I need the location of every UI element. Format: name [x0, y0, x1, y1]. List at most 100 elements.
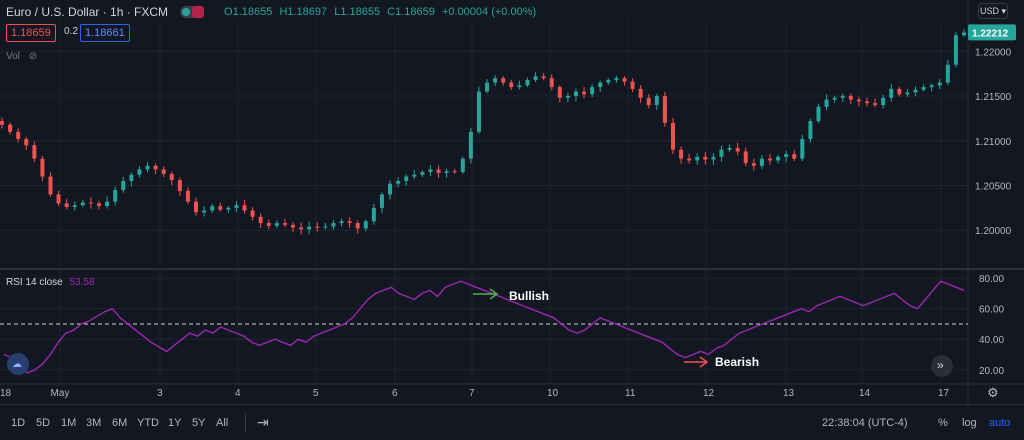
volume-label: Vol	[6, 51, 20, 62]
candle-body	[630, 81, 635, 89]
logo-button[interactable]: ☁	[7, 353, 29, 375]
candle-body	[8, 124, 13, 132]
price-tick-label: 1.22000	[975, 47, 1012, 58]
candle-body	[719, 149, 724, 157]
rsi-value: 53.58	[69, 277, 95, 288]
ohlc-values: O1.18655 H1.18697 L1.18655 C1.18659 +0.0…	[224, 6, 540, 18]
candle-body	[913, 89, 918, 93]
toolbar-divider	[245, 413, 246, 433]
candle-body	[743, 151, 748, 164]
range-button-1d[interactable]: 1D	[11, 417, 26, 429]
time-tick-label: 5	[313, 388, 319, 399]
percent-toggle[interactable]: %	[938, 417, 948, 429]
currency-selector[interactable]: USD ▾	[978, 3, 1008, 19]
bullish-label: Bullish	[509, 289, 549, 303]
rsi-label: RSI 14 close	[6, 277, 63, 288]
price-tick-label: 1.20500	[975, 181, 1012, 192]
flag-icon	[192, 6, 205, 18]
candle-body	[388, 183, 393, 195]
range-button-1y[interactable]: 1Y	[168, 417, 182, 429]
candle-body	[194, 201, 199, 213]
time-tick-label: 10	[547, 388, 559, 399]
candle-body	[355, 223, 360, 229]
range-button-5d[interactable]: 5D	[36, 417, 51, 429]
range-button-ytd[interactable]: YTD	[137, 417, 159, 429]
scroll-to-realtime-button[interactable]: »	[931, 355, 953, 377]
close-value: C1.18659	[387, 6, 435, 18]
symbol-title[interactable]: Euro / U.S. Dollar · 1h · FXCM	[6, 5, 169, 19]
market-status-toggle[interactable]	[180, 6, 205, 18]
candle-body	[767, 158, 772, 161]
time-tick-label: 14	[859, 388, 871, 399]
time-tick-label: 12	[703, 388, 715, 399]
candle-body	[873, 103, 878, 105]
candle-body	[517, 85, 522, 88]
time-tick-label: 11	[625, 388, 636, 399]
chart-canvas[interactable]: 1.20000 1.20500 1.21000 1.21500 1.22000 20.00…	[0, 0, 1024, 404]
date-range-icon[interactable]: ⇥	[257, 414, 269, 430]
candle-body	[493, 78, 498, 83]
candle-body	[72, 205, 77, 207]
candle-body	[598, 82, 603, 88]
candle-body	[889, 88, 894, 98]
candle-body	[307, 226, 312, 230]
currency-label: USD	[979, 6, 999, 16]
sell-button[interactable]: 1.18659	[6, 24, 56, 42]
candle-body	[614, 78, 619, 80]
price-tick-label: 1.20000	[975, 226, 1012, 237]
candle-body	[662, 96, 667, 123]
candle-body	[646, 97, 651, 105]
candle-body	[711, 156, 716, 160]
candle-body	[234, 205, 239, 208]
spread-value: 0.2	[64, 26, 78, 37]
rsi-legend[interactable]: RSI 14 close 53.58	[6, 277, 95, 288]
candle-body	[161, 169, 166, 174]
range-button-3m[interactable]: 3M	[86, 417, 102, 429]
candle-body	[533, 76, 538, 80]
candle-body	[105, 201, 110, 207]
range-button-1m[interactable]: 1M	[61, 417, 77, 429]
eye-hidden-icon[interactable]: ⊘	[28, 51, 38, 62]
range-button-6m[interactable]: 6M	[112, 417, 128, 429]
candle-body	[840, 96, 845, 98]
range-button-5y[interactable]: 5Y	[192, 417, 206, 429]
candle-body	[177, 180, 182, 191]
candle-body	[921, 87, 926, 90]
log-toggle[interactable]: log	[962, 417, 977, 429]
buy-button[interactable]: 1.18661	[80, 24, 130, 42]
candle-body	[824, 99, 829, 107]
candle-body	[379, 194, 384, 208]
settings-gear-icon[interactable]: ⚙	[987, 385, 999, 400]
candle-body	[24, 138, 29, 146]
auto-toggle[interactable]: auto	[989, 417, 1011, 429]
price-tick-label: 1.21500	[975, 92, 1012, 103]
volume-legend[interactable]: Vol ⊘	[6, 51, 37, 62]
status-dot-icon	[182, 8, 191, 16]
bottom-toolbar: 1D 5D 1M 3M 6M YTD 1Y 5Y All ⇥ 22:38:04 (UTC-4) …	[0, 404, 1024, 440]
time-tick-label: 4	[235, 388, 241, 399]
candle-body	[282, 223, 287, 225]
candle-body	[113, 189, 118, 202]
candle-body	[0, 121, 4, 125]
candle-body	[816, 106, 821, 122]
candle-body	[40, 158, 45, 177]
candle-body	[153, 165, 158, 170]
bullish-arrow-icon	[473, 288, 499, 300]
candle-body	[428, 169, 433, 173]
candle-body	[64, 203, 69, 207]
candle-body	[169, 173, 174, 181]
candles	[0, 29, 966, 235]
candle-body	[703, 156, 708, 160]
time-tick-label: 3	[157, 388, 163, 399]
candle-body	[452, 171, 457, 173]
current-price-tag	[968, 24, 1016, 41]
current-price-label: 1.22212	[972, 28, 1009, 39]
rsi-tick-label: 80.00	[979, 274, 1004, 285]
candle-body	[412, 174, 417, 177]
candle-body	[751, 163, 756, 166]
clock-time[interactable]: 22:38:04 (UTC-4)	[822, 417, 908, 429]
low-value: L1.18655	[334, 6, 381, 18]
candle-body	[266, 223, 271, 226]
candle-body	[695, 156, 700, 161]
range-button-all[interactable]: All	[216, 417, 229, 429]
